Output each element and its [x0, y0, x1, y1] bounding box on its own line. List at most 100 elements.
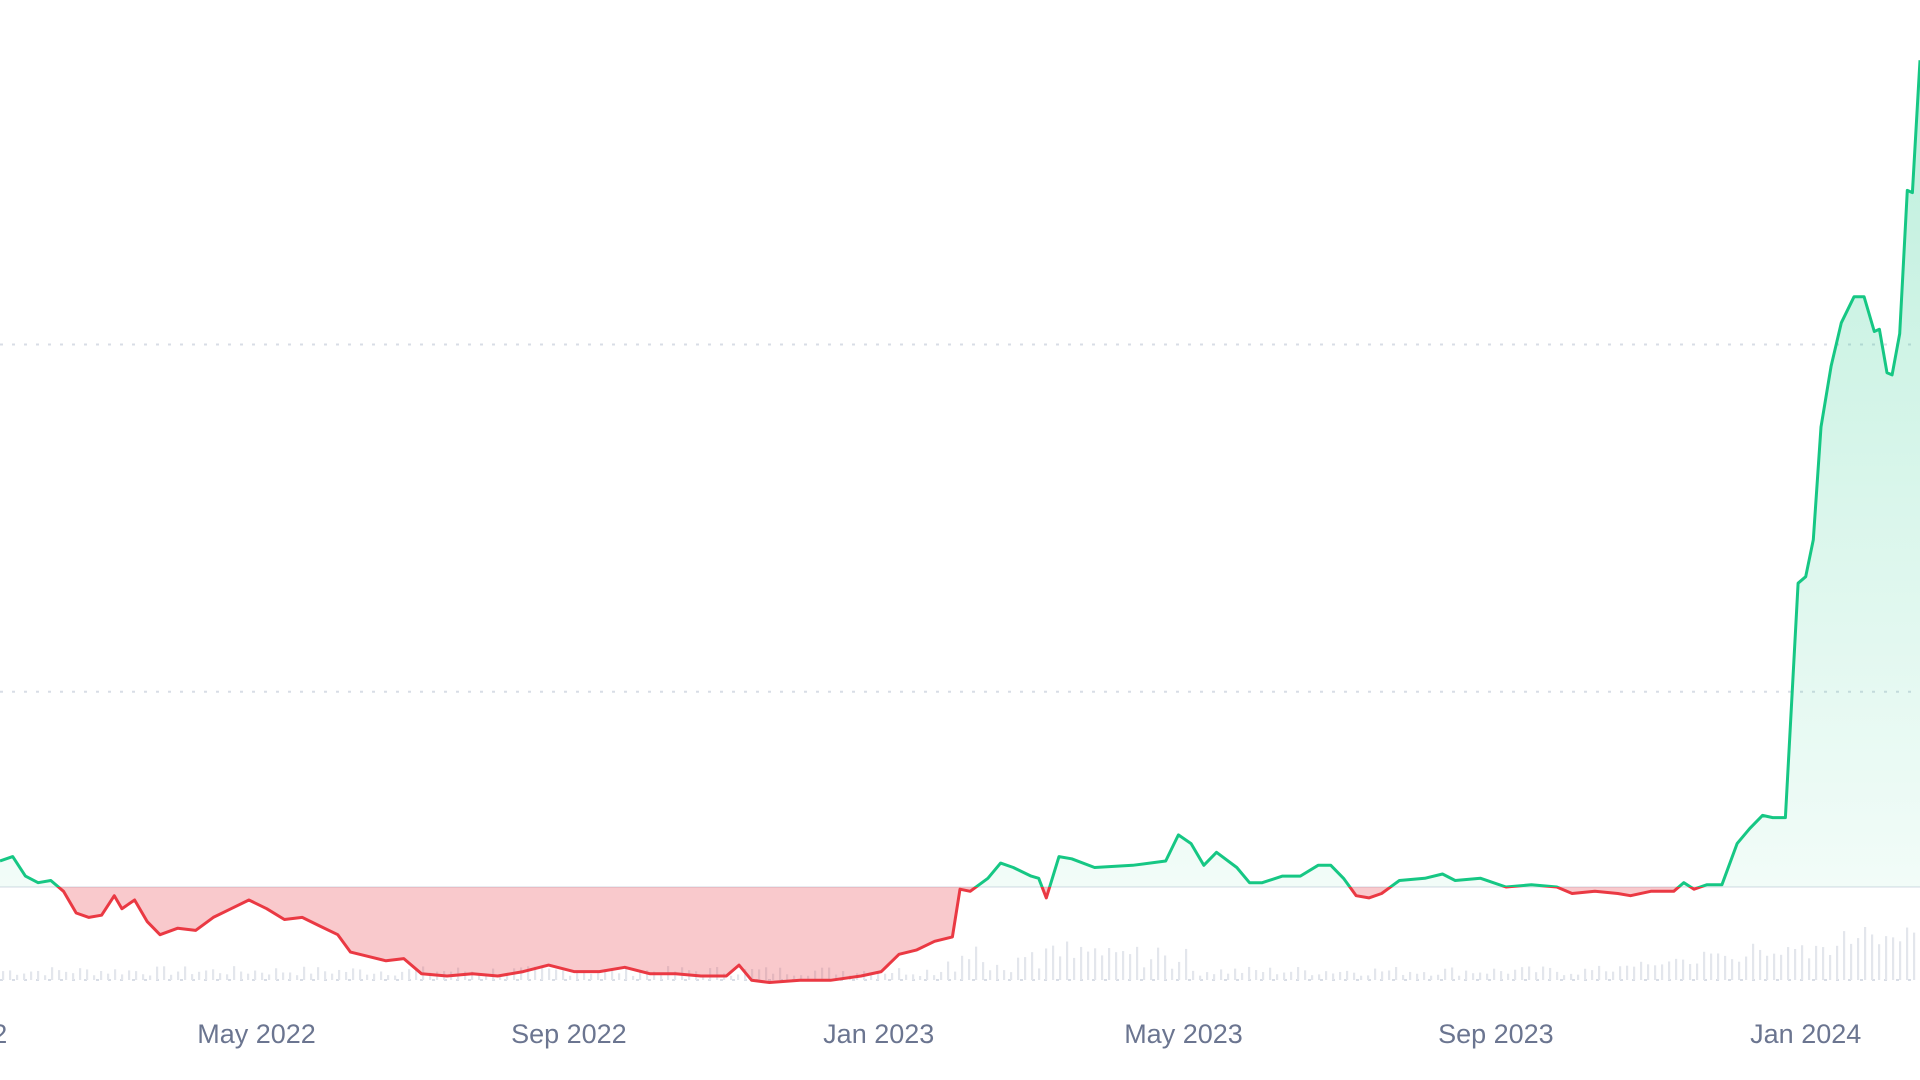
volume-bar	[128, 970, 131, 980]
volume-bar	[541, 967, 544, 980]
volume-bar	[1038, 968, 1041, 980]
volume-bar	[1479, 972, 1482, 980]
volume-bar	[660, 975, 663, 980]
volume-bar	[1563, 975, 1566, 980]
area-fills	[0, 60, 1920, 983]
volume-bar	[1269, 967, 1272, 980]
volume-bar	[1444, 968, 1447, 980]
volume-bar	[1178, 961, 1181, 980]
volume-bar	[1290, 971, 1293, 980]
volume-bar	[569, 975, 572, 980]
volume-bar	[898, 968, 901, 980]
volume-bar	[982, 962, 985, 980]
volume-bar	[1794, 949, 1797, 980]
volume-bar	[1885, 936, 1888, 980]
volume-bar	[919, 975, 922, 980]
volume-bar	[884, 973, 887, 980]
volume-bar	[37, 970, 40, 980]
volume-bar	[2, 971, 5, 980]
volume-bar	[1052, 945, 1055, 980]
volume-bar	[1836, 945, 1839, 980]
volume-bar	[1696, 963, 1699, 980]
volume-bar	[1822, 947, 1825, 980]
volume-bar	[1906, 927, 1909, 980]
volume-bar	[212, 969, 215, 980]
volume-bar	[1647, 964, 1650, 980]
volume-bar	[1570, 973, 1573, 980]
volume-bar	[961, 955, 964, 980]
volume-bar	[576, 972, 579, 980]
volume-bar	[1416, 973, 1419, 980]
volume-bar	[1808, 958, 1811, 980]
volume-bar	[282, 972, 285, 980]
x-tick-label: May 2023	[1124, 1019, 1243, 1049]
volume-bar	[1276, 974, 1279, 980]
volume-bar	[870, 975, 873, 980]
volume-bar	[303, 966, 306, 980]
volume-bar	[1689, 964, 1692, 980]
volume-bar	[1759, 949, 1762, 980]
volume-bar	[611, 968, 614, 980]
volume-bar	[107, 973, 110, 980]
volume-bar	[401, 971, 404, 980]
volume-bar	[1304, 970, 1307, 980]
volume-bar	[1514, 969, 1517, 980]
volume-bar	[1297, 967, 1300, 980]
volume-bar	[989, 970, 992, 980]
volume-bar	[1325, 971, 1328, 980]
volume-bar	[1164, 955, 1167, 980]
volume-bar	[1640, 961, 1643, 980]
volume-bar	[79, 968, 82, 980]
volume-bar	[1220, 969, 1223, 980]
volume-bar	[1458, 975, 1461, 980]
volume-bar	[604, 969, 607, 980]
x-tick-label: Jan 2023	[823, 1019, 934, 1049]
area-fill-below	[0, 887, 1920, 983]
volume-bar	[1353, 972, 1356, 980]
volume-bar	[1010, 972, 1013, 980]
volume-bar	[1080, 946, 1083, 980]
volume-bar	[1388, 970, 1391, 980]
price-line-above	[0, 60, 1920, 887]
volume-bar	[1213, 974, 1216, 980]
volume-bar	[1801, 945, 1804, 980]
volume-bar	[380, 971, 383, 980]
volume-bar	[366, 974, 369, 980]
volume-bar	[310, 973, 313, 980]
volume-bar	[1633, 966, 1636, 980]
volume-bar	[814, 970, 817, 980]
volume-bar	[653, 971, 656, 980]
volume-bar	[478, 973, 481, 980]
volume-bar	[86, 969, 89, 980]
volume-bar	[1157, 947, 1160, 980]
volume-bar	[135, 971, 138, 980]
volume-bar	[51, 967, 54, 980]
volume-bar	[1738, 961, 1741, 980]
volume-bar	[345, 971, 348, 980]
volume-bar	[1003, 970, 1006, 980]
volume-bar	[261, 972, 264, 980]
volume-bar	[1577, 974, 1580, 980]
volume-bar	[16, 974, 19, 980]
volume-bar	[1605, 971, 1608, 980]
volume-bar	[1731, 959, 1734, 980]
volume-bar	[1101, 955, 1104, 980]
volume-bar	[947, 961, 950, 980]
volume-bar	[1136, 946, 1139, 980]
volume-bar	[842, 971, 845, 980]
volume-bar	[1248, 966, 1251, 980]
volume-bar	[121, 974, 124, 980]
volume-bar	[247, 973, 250, 980]
volume-bar	[1059, 956, 1062, 980]
volume-bar	[1045, 948, 1048, 980]
price-line-below	[56, 887, 1705, 984]
volume-bar	[807, 975, 810, 980]
volume-bar	[1829, 954, 1832, 980]
volume-bar	[65, 971, 68, 980]
volume-bar	[198, 971, 201, 980]
volume-bar	[751, 969, 754, 980]
volume-bar	[149, 975, 152, 980]
volume-bar	[709, 968, 712, 980]
volume-bar	[632, 975, 635, 980]
volume-bar	[1780, 954, 1783, 980]
